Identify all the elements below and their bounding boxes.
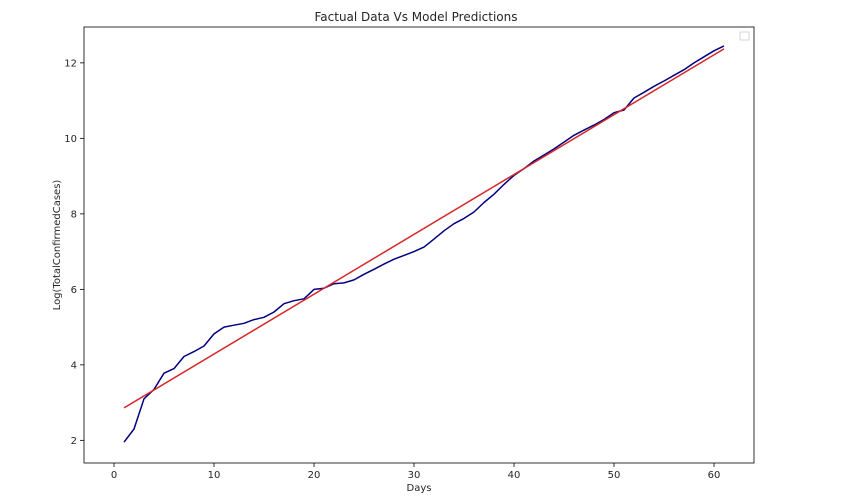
y-tick-label: 8 — [71, 209, 77, 220]
x-axis-label: Days — [407, 483, 432, 494]
series-lines — [123, 45, 725, 443]
plot-frame — [83, 26, 755, 464]
x-tick-label: 20 — [308, 470, 321, 481]
x-tick-label: 30 — [408, 470, 421, 481]
y-tick-label: 6 — [71, 285, 77, 296]
x-tick-label: 50 — [608, 470, 621, 481]
x-tick-label: 0 — [111, 470, 117, 481]
y-tick-label: 2 — [71, 436, 77, 447]
model-prediction-line — [123, 48, 725, 409]
legend-box — [739, 31, 750, 41]
y-tick-label: 10 — [64, 134, 77, 145]
y-axis-label: Log(TotalConfirmedCases) — [52, 180, 63, 311]
y-tick-label: 4 — [71, 360, 77, 371]
axis-ticks: 0 10 20 30 40 50 60 2 4 6 8 10 12 — [64, 58, 720, 481]
factual-data-line — [123, 45, 725, 443]
x-tick-label: 60 — [708, 470, 721, 481]
x-tick-label: 40 — [508, 470, 521, 481]
x-tick-label: 10 — [208, 470, 221, 481]
chart-title: Factual Data Vs Model Predictions — [314, 10, 517, 24]
y-tick-label: 12 — [64, 58, 77, 69]
